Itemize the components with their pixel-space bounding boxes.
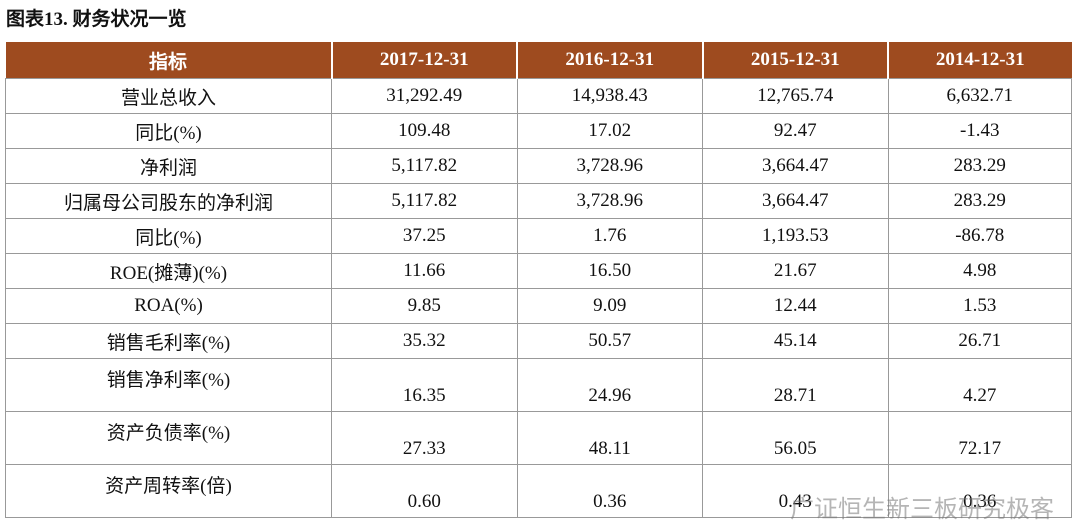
table-row: 归属母公司股东的净利润 5,117.82 3,728.96 3,664.47 283.2… [5,183,1072,219]
value-cell: -1.43 [887,113,1072,149]
value-cell: 31,292.49 [331,78,518,114]
label-cell: 归属母公司股东的净利润 [5,183,332,219]
value-cell: 283.29 [887,148,1072,184]
header-row: 指标 2017-12-31 2016-12-31 2015-12-31 2014-12-… [5,42,1072,79]
value-cell: 0.36 [516,464,703,518]
label-cell: 资产负债率(%) [5,411,332,465]
value-cell: 1,193.53 [702,218,889,254]
value-cell: 0.36 [887,464,1072,518]
table-row: 销售净利率(%) 16.35 24.96 28.71 4.27 [5,358,1072,412]
value-cell: 48.11 [516,411,703,465]
table-row: 营业总收入 31,292.49 14,938.43 12,765.74 6,632.71 [5,78,1072,114]
value-cell: 92.47 [702,113,889,149]
value-cell: 9.09 [516,288,703,324]
column-header: 指标 [5,42,333,79]
table-row: 同比(%) 37.25 1.76 1,193.53 -86.78 [5,218,1072,254]
value-cell: 28.71 [702,358,889,412]
value-cell: 11.66 [331,253,518,289]
label-cell: 净利润 [5,148,332,184]
value-cell: 16.50 [516,253,703,289]
value-cell: 37.25 [331,218,518,254]
table-body: 营业总收入 31,292.49 14,938.43 12,765.74 6,632.71… [5,78,1072,518]
value-cell: 3,664.47 [702,183,889,219]
value-cell: 56.05 [702,411,889,465]
value-cell: 35.32 [331,323,518,359]
label-cell: 同比(%) [5,113,332,149]
label-cell: ROE(摊薄)(%) [5,253,332,289]
value-cell: 50.57 [516,323,703,359]
value-cell: 0.43 [702,464,889,518]
title: 图表13. 财务状况一览 [6,9,187,30]
column-header: 2017-12-31 [331,42,518,79]
table-row: 销售毛利率(%) 35.32 50.57 45.14 26.71 [5,323,1072,359]
label-cell: 营业总收入 [5,78,332,114]
value-cell: 72.17 [887,411,1072,465]
value-cell: 26.71 [887,323,1072,359]
table-row: ROE(摊薄)(%) 11.66 16.50 21.67 4.98 [5,253,1072,289]
value-cell: 109.48 [331,113,518,149]
value-cell: 4.98 [887,253,1072,289]
value-cell: 0.60 [331,464,518,518]
value-cell: 1.76 [516,218,703,254]
table: 指标 2017-12-31 2016-12-31 2015-12-31 2014-12-… [5,42,1072,518]
value-cell: 6,632.71 [887,78,1072,114]
table-row: 同比(%) 109.48 17.02 92.47 -1.43 [5,113,1072,149]
value-cell: 9.85 [331,288,518,324]
value-cell: 12,765.74 [702,78,889,114]
value-cell: 3,728.96 [516,148,703,184]
column-header: 2015-12-31 [702,42,889,79]
value-cell: 5,117.82 [331,183,518,219]
value-cell: 1.53 [887,288,1072,324]
value-cell: 5,117.82 [331,148,518,184]
value-cell: 14,938.43 [516,78,703,114]
value-cell: -86.78 [887,218,1072,254]
table-row: 资产周转率(倍) 0.60 0.36 0.43 0.36 [5,464,1072,518]
label-cell: 销售净利率(%) [5,358,332,412]
column-header: 2016-12-31 [517,42,704,79]
table-row: 资产负债率(%) 27.33 48.11 56.05 72.17 [5,411,1072,465]
value-cell: 16.35 [331,358,518,412]
watermark: 广证恒生新三板研究极客 [790,495,1054,523]
value-cell: 12.44 [702,288,889,324]
label-cell: 销售毛利率(%) [5,323,332,359]
value-cell: 3,728.96 [516,183,703,219]
label-cell: 资产周转率(倍) [5,464,332,518]
column-header: 2014-12-31 [888,42,1072,79]
value-cell: 17.02 [516,113,703,149]
table-row: ROA(%) 9.85 9.09 12.44 1.53 [5,288,1072,324]
value-cell: 3,664.47 [702,148,889,184]
table-row: 净利润 5,117.82 3,728.96 3,664.47 283.29 [5,148,1072,184]
label-cell: ROA(%) [5,288,332,324]
value-cell: 4.27 [887,358,1072,412]
label-cell: 同比(%) [5,218,332,254]
value-cell: 24.96 [516,358,703,412]
value-cell: 21.67 [702,253,889,289]
value-cell: 283.29 [887,183,1072,219]
value-cell: 45.14 [702,323,889,359]
value-cell: 27.33 [331,411,518,465]
